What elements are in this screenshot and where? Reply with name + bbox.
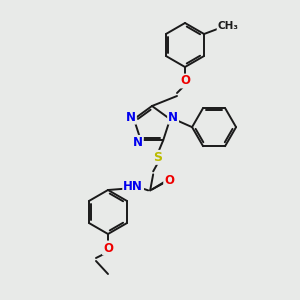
Text: N: N: [133, 136, 143, 149]
Text: CH₃: CH₃: [218, 21, 239, 31]
Text: O: O: [103, 242, 113, 254]
Text: N: N: [168, 111, 178, 124]
Text: O: O: [164, 174, 174, 187]
Text: HN: HN: [123, 180, 143, 193]
Text: N: N: [126, 111, 136, 124]
Text: S: S: [153, 151, 162, 164]
Text: O: O: [180, 74, 190, 88]
